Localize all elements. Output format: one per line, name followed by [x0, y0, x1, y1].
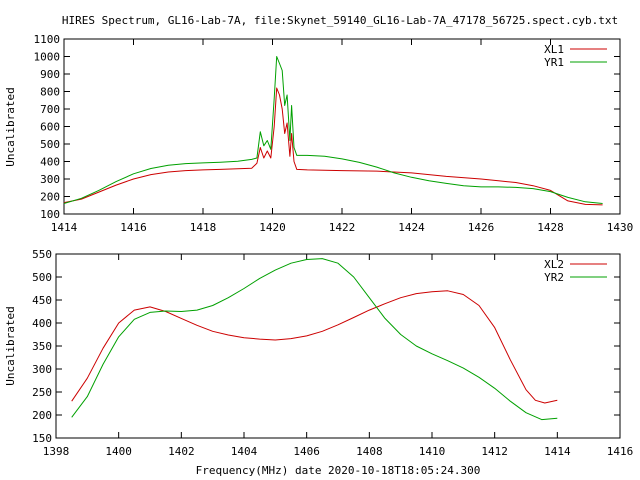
y-tick-label: 300	[40, 173, 60, 186]
legend-label-xl2: XL2	[544, 258, 564, 271]
top-x-axis: 1414 1416 1418 1420 1422 1424 1426 1428 1430	[51, 39, 634, 234]
bottom-chart: 150 200 250 300 350 400 450 500 550 1398 1400 1402…	[4, 248, 633, 477]
x-tick-label: 1420	[259, 221, 286, 234]
y-tick-label: 150	[32, 432, 52, 445]
x-tick-label: 1422	[329, 221, 356, 234]
x-tick-label: 1414	[51, 221, 78, 234]
y-tick-label: 550	[32, 248, 52, 261]
y-tick-label: 500	[40, 138, 60, 151]
x-tick-label: 1418	[190, 221, 217, 234]
top-legend: XL1 YR1	[544, 43, 607, 69]
bottom-y-axis-label: Uncalibrated	[4, 306, 17, 385]
y-tick-label: 500	[32, 271, 52, 284]
series-line-xl2	[71, 290, 558, 404]
y-tick-label: 200	[32, 409, 52, 422]
x-tick-label: 1424	[398, 221, 425, 234]
y-tick-label: 1000	[34, 51, 61, 64]
x-tick-label: 1402	[168, 445, 195, 458]
bottom-series-group	[71, 258, 558, 421]
bottom-chart-frame	[55, 253, 621, 439]
y-tick-label: 900	[40, 68, 60, 81]
y-tick-label: 100	[40, 208, 60, 221]
x-tick-label: 1404	[231, 445, 258, 458]
bottom-x-axis: 1398 1400 1402 1404 1406 1408 1410 1412 1414 1416	[43, 254, 634, 458]
y-tick-label: 800	[40, 86, 60, 99]
x-tick-label: 1416	[120, 221, 147, 234]
x-tick-label: 1400	[105, 445, 132, 458]
y-tick-label: 450	[32, 294, 52, 307]
y-tick-label: 200	[40, 191, 60, 204]
x-tick-label: 1398	[43, 445, 70, 458]
x-tick-label: 1410	[419, 445, 446, 458]
y-tick-label: 600	[40, 121, 60, 134]
y-tick-label: 300	[32, 363, 52, 376]
x-tick-label: 1408	[356, 445, 383, 458]
bottom-y-axis: 150 200 250 300 350 400 450 500 550	[32, 248, 620, 445]
y-tick-label: 250	[32, 386, 52, 399]
top-y-axis: 100 200 300 400 500 600 700 800 900 1000 1100	[34, 33, 620, 221]
series-line-xl1	[63, 87, 603, 206]
x-tick-label: 1426	[468, 221, 495, 234]
y-tick-label: 700	[40, 103, 60, 116]
figure-title: HIRES Spectrum, GL16-Lab-7A, file:Skynet…	[62, 14, 618, 27]
y-tick-label: 350	[32, 340, 52, 353]
top-chart-frame	[63, 38, 621, 215]
x-tick-label: 1430	[607, 221, 634, 234]
top-y-axis-label: Uncalibrated	[4, 87, 17, 166]
x-tick-label: 1406	[293, 445, 320, 458]
bottom-x-axis-label: Frequency(MHz) date 2020-10-18T18:05:24.…	[196, 464, 481, 477]
series-line-yr2	[71, 258, 558, 421]
x-tick-label: 1416	[607, 445, 634, 458]
y-tick-label: 1100	[34, 33, 61, 46]
bottom-legend: XL2 YR2	[544, 258, 607, 284]
legend-label-yr1: YR1	[544, 56, 564, 69]
x-tick-label: 1412	[481, 445, 508, 458]
y-tick-label: 400	[40, 156, 60, 169]
top-chart: 100 200 300 400 500 600 700 800 900 1000 1100 1414…	[4, 33, 633, 234]
x-tick-label: 1414	[544, 445, 571, 458]
top-series-group	[63, 56, 603, 206]
legend-label-yr2: YR2	[544, 271, 564, 284]
x-tick-label: 1428	[537, 221, 564, 234]
series-line-yr1	[63, 56, 603, 204]
legend-label-xl1: XL1	[544, 43, 564, 56]
y-tick-label: 400	[32, 317, 52, 330]
